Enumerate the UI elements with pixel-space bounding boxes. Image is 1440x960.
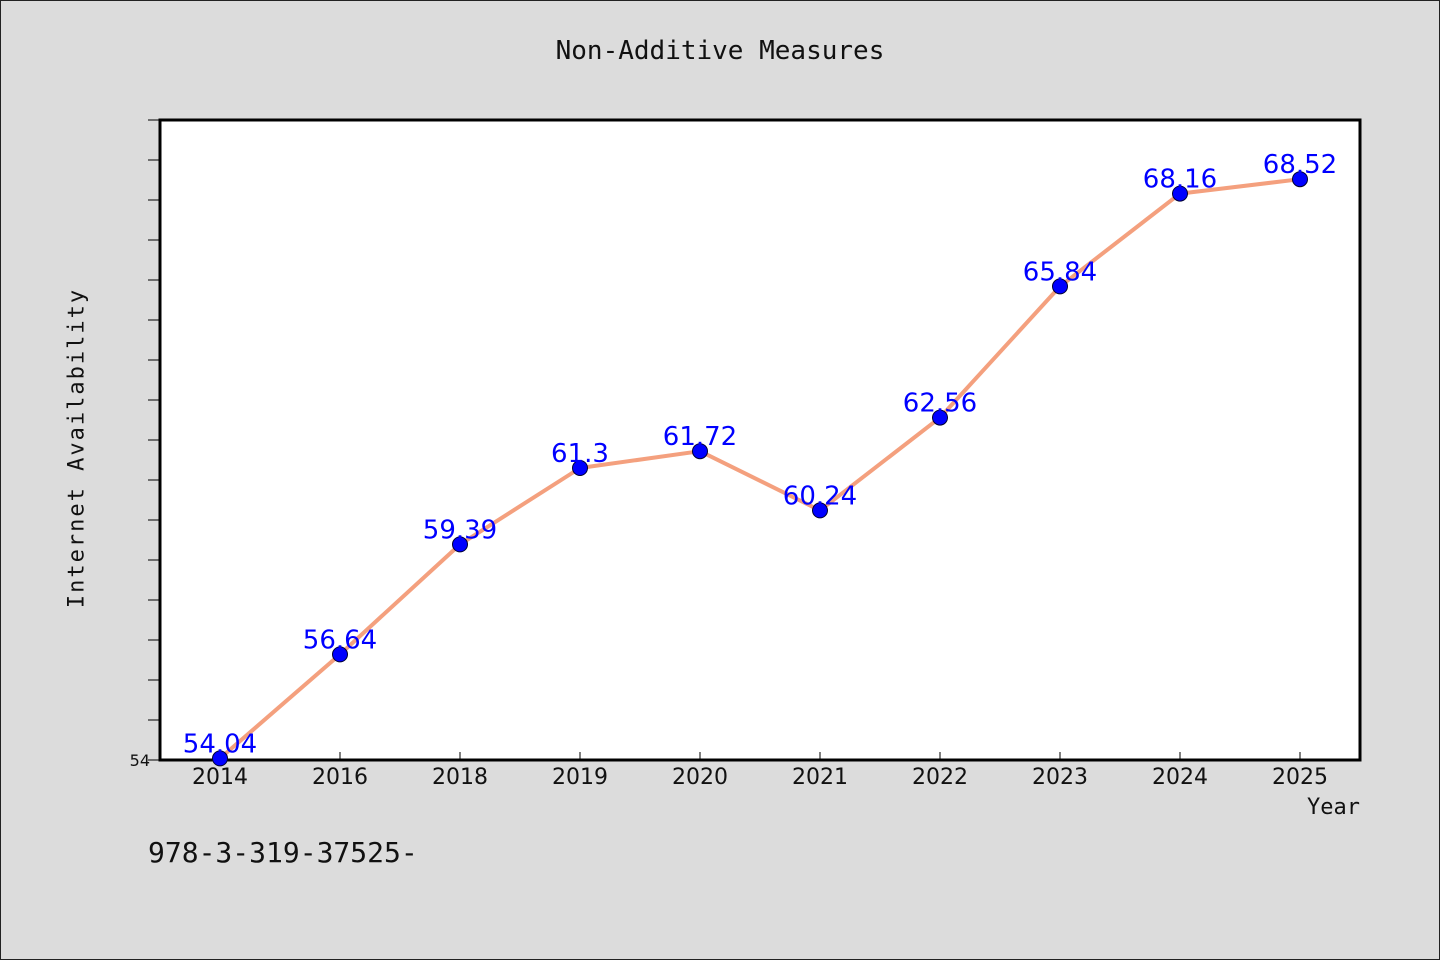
x-tick-label: 2025 <box>1272 765 1328 790</box>
data-point <box>1052 278 1068 295</box>
series-line <box>218 177 1301 760</box>
data-label: 68.16 <box>1143 165 1217 195</box>
data-point <box>1292 171 1308 188</box>
data-point <box>812 502 828 519</box>
data-point <box>212 750 228 767</box>
data-point <box>572 460 588 476</box>
data-point <box>692 443 708 460</box>
x-tick-label: 2016 <box>312 765 368 790</box>
data-point <box>452 536 468 553</box>
x-tick-label: 2023 <box>1032 765 1088 790</box>
data-label: 62.56 <box>903 389 977 419</box>
y-axis-ticks: 54 <box>130 119 160 770</box>
data-label: 61.3 <box>551 439 609 469</box>
x-tick-label: 2024 <box>1152 765 1208 790</box>
y-tick-label: 54 <box>130 751 150 770</box>
footnote-text: 978-3-319-37525- <box>148 836 418 869</box>
x-axis-label: Year <box>1307 795 1360 820</box>
data-point <box>1172 185 1188 202</box>
plot-area <box>158 118 1362 762</box>
x-tick-label: 2022 <box>912 765 968 790</box>
x-tick-label: 2021 <box>792 765 848 790</box>
data-point <box>932 409 948 426</box>
chart-title: Non-Additive Measures <box>555 36 885 66</box>
series-group <box>212 171 1308 767</box>
data-label: 59.39 <box>423 515 497 545</box>
x-tick-label: 2018 <box>432 765 488 790</box>
data-label: 54.04 <box>183 729 257 759</box>
data-point <box>332 646 348 663</box>
data-label: 60.24 <box>783 481 857 511</box>
data-label: 56.64 <box>303 625 377 655</box>
data-label: 65.84 <box>1023 257 1097 287</box>
x-axis-ticks: 2014 2016 2018 2019 2020 2021 2022 2023 2024 2025 <box>192 752 1328 790</box>
data-labels-group: 54.04 56.64 59.39 61.3 61.72 60.24 62.56 65.84 6… <box>183 150 1337 759</box>
data-label: 68.52 <box>1263 150 1337 180</box>
x-tick-label: 2020 <box>672 765 728 790</box>
x-tick-label: 2014 <box>192 765 248 790</box>
x-tick-label: 2019 <box>552 765 608 790</box>
data-label: 61.72 <box>663 422 737 452</box>
